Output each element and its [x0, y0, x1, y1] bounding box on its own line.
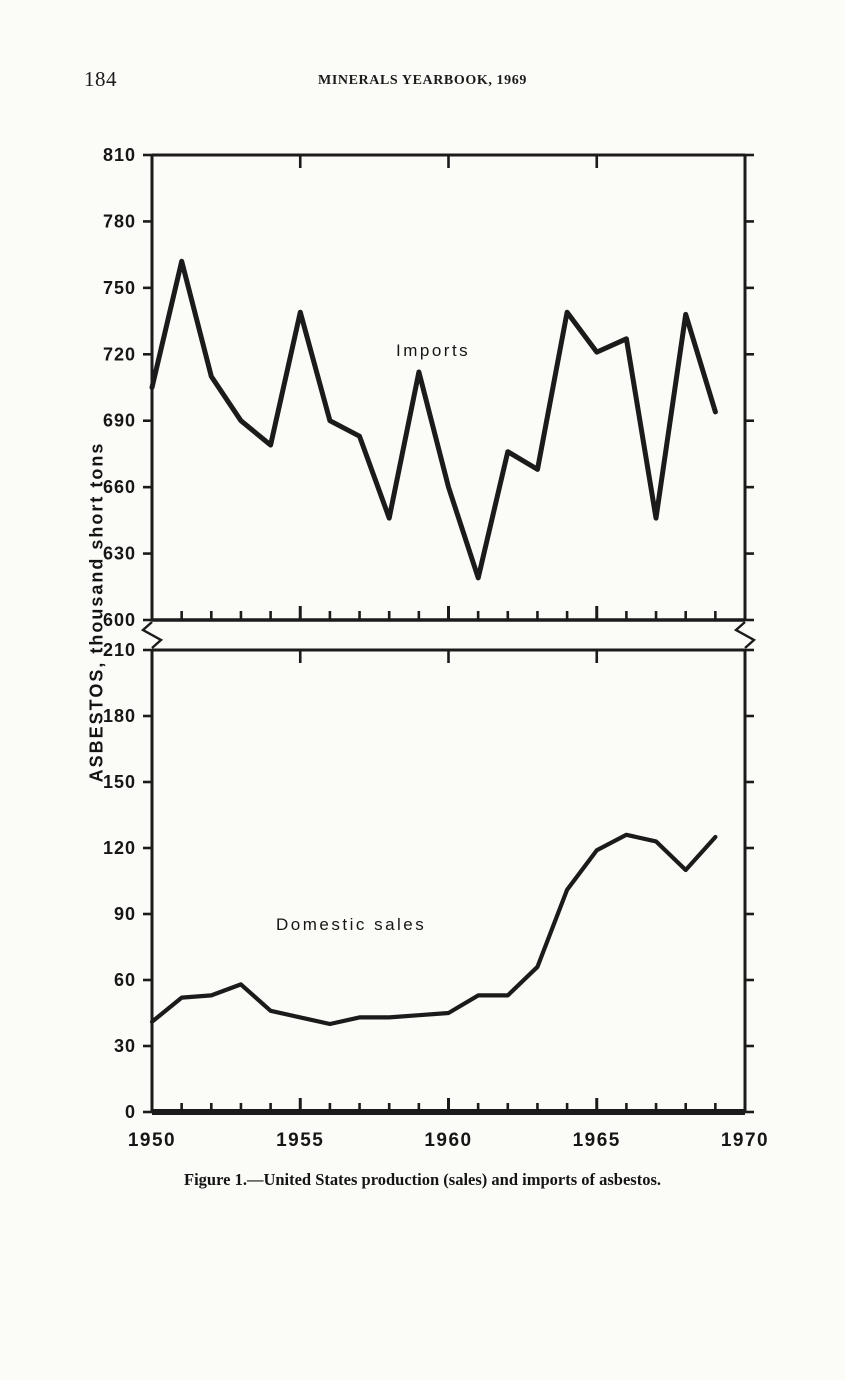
figure-caption: Figure 1.—United States production (sale…	[184, 1170, 661, 1189]
page-number: 184	[84, 67, 117, 91]
y-axis-title: ASBESTOS, thousand short tons	[86, 441, 107, 783]
imports-axes: 600 630 660 690 720 750 780 810	[103, 145, 754, 630]
imports-series-label: Imports	[396, 341, 471, 360]
domestic-sales-series-label: Domestic sales	[276, 915, 427, 934]
svg-text:0: 0	[125, 1102, 136, 1122]
svg-text:1970: 1970	[721, 1130, 769, 1151]
svg-text:810: 810	[103, 145, 136, 165]
svg-text:180: 180	[103, 706, 136, 726]
x-axis-labels: 1950 1955 1960 1965 1970	[128, 1130, 769, 1151]
svg-text:30: 30	[114, 1036, 136, 1056]
svg-text:1950: 1950	[128, 1130, 176, 1151]
svg-text:630: 630	[103, 544, 136, 564]
svg-text:150: 150	[103, 772, 136, 792]
svg-text:1965: 1965	[573, 1130, 621, 1151]
domestic-sales-axes: 0 30 60 90 120 150 180 210	[103, 640, 754, 1122]
svg-text:780: 780	[103, 211, 136, 231]
svg-text:720: 720	[103, 344, 136, 364]
svg-text:750: 750	[103, 278, 136, 298]
svg-text:600: 600	[103, 610, 136, 630]
imports-line	[149, 258, 718, 581]
svg-text:60: 60	[114, 970, 136, 990]
svg-text:660: 660	[103, 477, 136, 497]
running-header: MINERALS YEARBOOK, 1969	[318, 73, 527, 88]
axis-break-marks	[140, 621, 757, 649]
svg-text:90: 90	[114, 904, 136, 924]
svg-text:1955: 1955	[276, 1130, 324, 1151]
svg-text:120: 120	[103, 838, 136, 858]
svg-text:1960: 1960	[424, 1130, 472, 1151]
svg-text:210: 210	[103, 640, 136, 660]
svg-text:690: 690	[103, 411, 136, 431]
domestic-sales-line	[149, 832, 718, 1027]
